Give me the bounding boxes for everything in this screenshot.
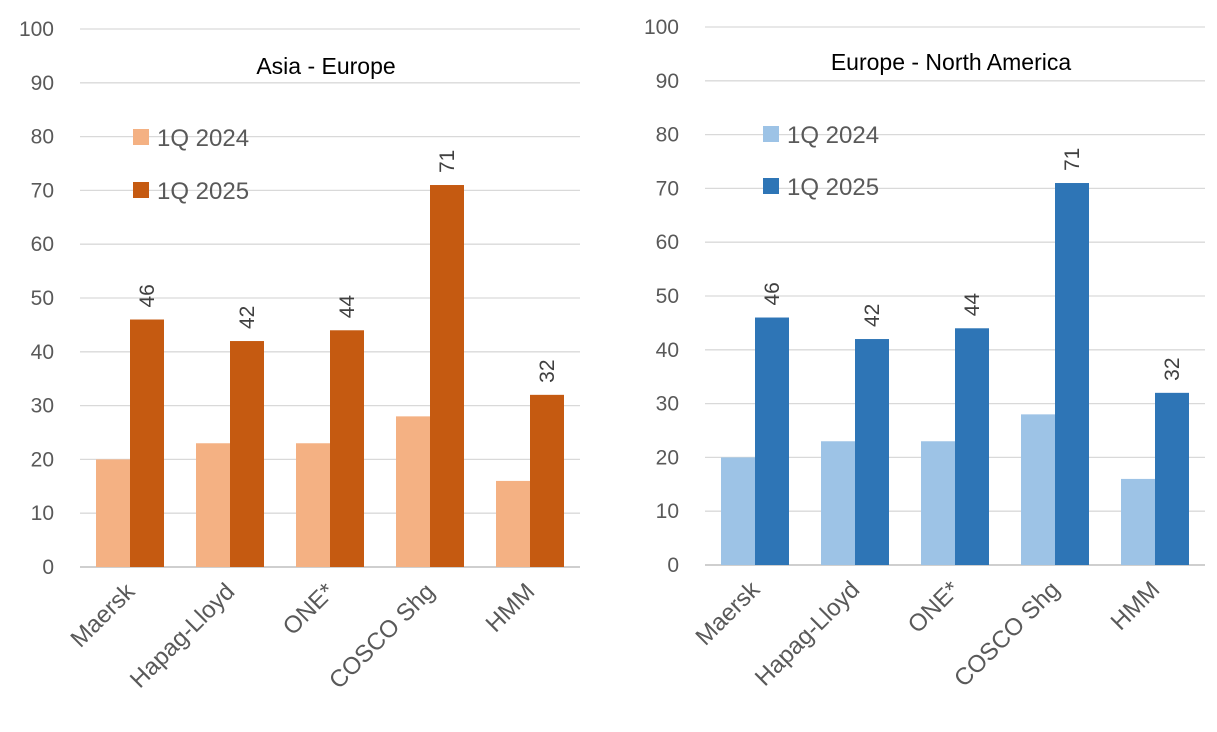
y-tick-label: 80 <box>656 124 679 147</box>
chart-title: Europe - North America <box>831 49 1072 75</box>
data-label: 32 <box>536 359 559 382</box>
y-tick-label: 60 <box>31 233 54 256</box>
data-label: 44 <box>961 293 984 317</box>
legend-label: 1Q 2025 <box>787 174 879 201</box>
bar-1q-2025-cosco-shg <box>1055 183 1089 565</box>
bar-1q-2024-hapag-lloyd <box>196 443 230 567</box>
data-label: 42 <box>236 306 259 329</box>
bar-1q-2024-one- <box>296 443 330 567</box>
y-tick-label: 60 <box>656 231 679 254</box>
bar-1q-2024-cosco-shg <box>1021 414 1055 565</box>
y-tick-label: 10 <box>656 500 679 523</box>
data-label: 46 <box>761 282 784 305</box>
legend-label: 1Q 2025 <box>157 178 249 205</box>
legend-swatch <box>133 129 149 145</box>
bar-1q-2024-cosco-shg <box>396 416 430 567</box>
y-tick-label: 70 <box>656 177 679 200</box>
bar-1q-2024-hmm <box>496 480 530 567</box>
legend-swatch <box>133 182 149 198</box>
y-tick-label: 20 <box>656 446 679 469</box>
y-tick-label: 0 <box>42 556 54 579</box>
y-tick-label: 100 <box>19 18 54 41</box>
y-tick-label: 30 <box>656 393 679 416</box>
y-tick-label: 90 <box>656 70 679 93</box>
chart-title: Asia - Europe <box>256 53 395 79</box>
bar-1q-2025-maersk <box>130 319 164 567</box>
legend: 1Q 2024 1Q 2025 <box>133 125 249 205</box>
data-label: 71 <box>436 150 459 173</box>
y-tick-label: 10 <box>31 502 54 525</box>
bar-1q-2025-cosco-shg <box>430 185 464 567</box>
y-tick-label: 40 <box>31 341 54 364</box>
bar-1q-2024-one- <box>921 441 955 565</box>
legend-swatch <box>763 126 779 142</box>
data-label: 32 <box>1161 357 1184 380</box>
data-label: 44 <box>336 295 359 319</box>
y-tick-label: 80 <box>31 126 54 149</box>
legend-swatch <box>763 178 779 194</box>
legend-label: 1Q 2024 <box>157 125 249 152</box>
y-tick-label: 90 <box>31 72 54 95</box>
bar-1q-2025-one- <box>330 330 364 567</box>
bar-1q-2025-hmm <box>1155 392 1189 565</box>
bar-1q-2025-hapag-lloyd <box>855 339 889 565</box>
bar-1q-2025-hapag-lloyd <box>230 341 264 567</box>
legend-label: 1Q 2024 <box>787 122 879 149</box>
bar-1q-2024-maersk <box>721 457 755 565</box>
y-tick-label: 70 <box>31 179 54 202</box>
bar-1q-2024-hapag-lloyd <box>821 441 855 565</box>
y-tick-label: 50 <box>31 287 54 310</box>
y-tick-label: 40 <box>656 339 679 362</box>
bar-1q-2025-one- <box>955 328 989 565</box>
y-tick-label: 50 <box>656 285 679 308</box>
y-tick-label: 30 <box>31 395 54 418</box>
bar-1q-2024-hmm <box>1121 478 1155 565</box>
y-tick-label: 100 <box>644 16 679 39</box>
data-label: 42 <box>861 304 884 327</box>
legend: 1Q 2024 1Q 2025 <box>763 122 879 201</box>
data-label: 71 <box>1061 148 1084 171</box>
y-tick-label: 0 <box>667 554 679 577</box>
bar-1q-2024-maersk <box>96 459 130 567</box>
data-label: 46 <box>136 284 159 307</box>
bar-1q-2025-maersk <box>755 317 789 565</box>
y-tick-label: 20 <box>31 448 54 471</box>
bar-1q-2025-hmm <box>530 394 564 567</box>
